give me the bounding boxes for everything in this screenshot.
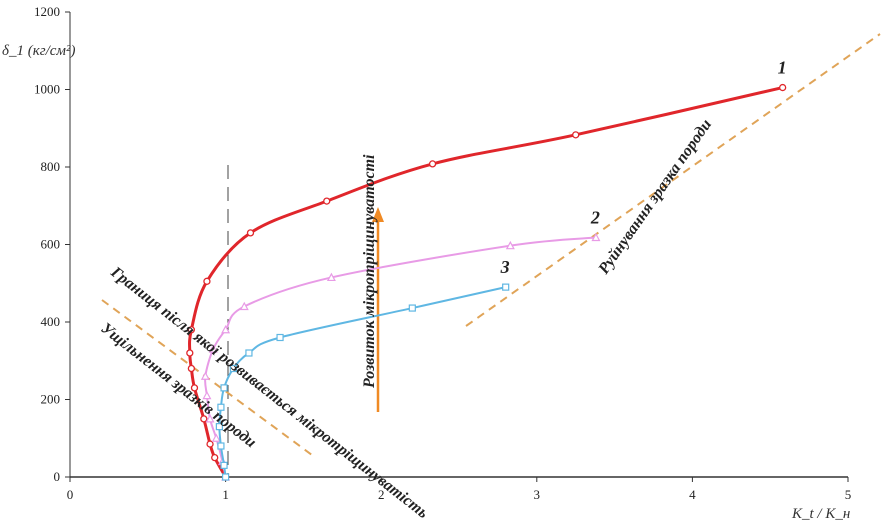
y-axis-label: δ_1 (кг/см²) <box>2 43 75 59</box>
series-line-1 <box>188 86 785 479</box>
arrow-head <box>372 207 384 222</box>
data-point <box>217 442 225 450</box>
data-point <box>229 364 237 373</box>
data-point <box>505 240 515 250</box>
x-tick-label: 1 <box>222 487 229 502</box>
x-tick-label: 0 <box>67 487 74 502</box>
data-point <box>591 232 601 242</box>
y-tick-label: 600 <box>41 237 61 252</box>
series-layer: 1 2 3 <box>186 58 787 481</box>
data-point <box>221 324 231 334</box>
data-point <box>206 440 214 448</box>
data-point <box>778 83 787 92</box>
series-name-2: 2 <box>590 208 600 228</box>
data-point <box>276 333 284 342</box>
data-point <box>202 390 212 400</box>
y-tick-label: 1000 <box>34 82 60 97</box>
data-point <box>205 414 215 423</box>
x-tick-label: 4 <box>689 487 696 502</box>
y-tick-label: 400 <box>41 314 61 329</box>
data-point <box>217 403 225 411</box>
data-point <box>186 349 194 357</box>
y-tick-label: 800 <box>41 159 61 174</box>
x-axis-label: K_t / K_н <box>791 506 850 522</box>
x-tick-label: 5 <box>845 487 852 502</box>
y-ticks: 0 200 400 600 800 1000 1200 <box>34 4 70 484</box>
data-point <box>187 364 196 373</box>
x-ticks: 0 1 2 3 4 5 <box>67 477 852 502</box>
y-tick-label: 200 <box>41 392 61 407</box>
data-point <box>208 344 218 353</box>
annotation-microcracking: Розвиток мікротріщинуватості <box>361 154 378 389</box>
data-point <box>428 160 437 168</box>
y-tick-label: 0 <box>54 469 61 484</box>
data-point <box>200 415 208 423</box>
data-point <box>326 272 336 282</box>
data-point <box>215 423 223 431</box>
data-point <box>222 473 230 481</box>
data-point <box>187 326 196 334</box>
data-point <box>572 131 580 139</box>
series-name-1: 1 <box>778 58 787 78</box>
data-point <box>239 301 249 311</box>
data-point <box>323 197 331 205</box>
data-point <box>220 384 228 392</box>
data-point <box>220 461 228 469</box>
data-point <box>245 349 253 357</box>
x-tick-label: 3 <box>534 487 541 502</box>
series-name-3: 3 <box>500 257 510 277</box>
data-point <box>211 433 221 442</box>
y-tick-label: 1200 <box>34 4 60 19</box>
data-point <box>190 384 199 392</box>
data-point <box>408 304 416 312</box>
data-point <box>211 453 219 462</box>
guide-line-failure <box>465 33 881 327</box>
data-point <box>502 283 510 291</box>
data-point <box>203 277 211 285</box>
data-point <box>200 371 210 380</box>
x-tick-label: 2 <box>378 487 385 502</box>
data-point <box>246 229 255 237</box>
